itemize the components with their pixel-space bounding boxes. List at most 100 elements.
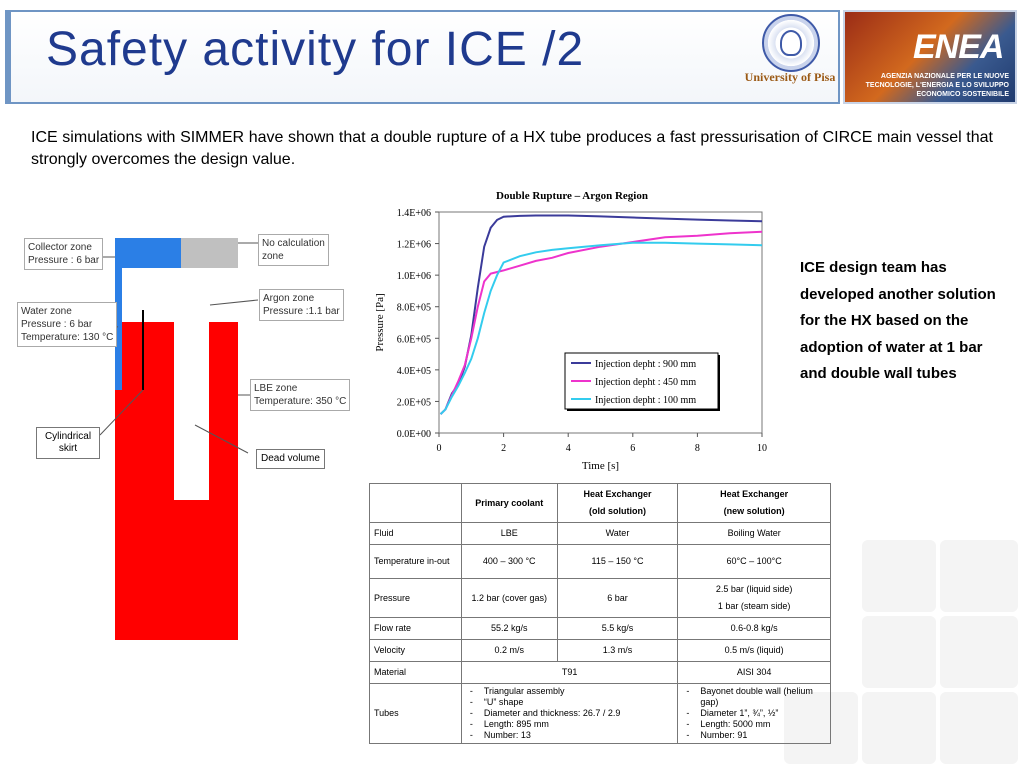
table-cell: 400 – 300 °C [460, 544, 558, 579]
table-cell: Flow rate [369, 617, 462, 640]
table-cell: 1.2 bar (cover gas) [460, 578, 558, 618]
lbe-zone-callout: LBE zone Temperature: 350 °C [250, 379, 351, 411]
collector-zone [115, 238, 181, 268]
table-cell: 5.5 kg/s [556, 617, 679, 640]
list-item: Length: 5000 mm [682, 719, 826, 730]
argon-zone [122, 268, 238, 322]
x-tick-label: 0 [437, 443, 442, 454]
table-header-cell: Heat Exchanger (old solution) [556, 483, 679, 523]
decor-tile [940, 692, 1018, 764]
university-seal-icon [762, 14, 820, 72]
table-row: Material T91 AISI 304 [369, 661, 831, 684]
table-row: Fluid LBE Water Boiling Water [369, 522, 831, 545]
university-label: University of Pisa [744, 70, 836, 84]
table-cell: 55.2 kg/s [460, 617, 558, 640]
list-item: Triangular assembly [466, 686, 673, 697]
list-item: Length: 895 mm [466, 719, 673, 730]
table-cell: LBE [460, 522, 558, 545]
chart-title: Double Rupture – Argon Region [496, 190, 648, 202]
x-tick-label: 10 [757, 443, 767, 454]
series-line-1 [439, 214, 763, 415]
table-cell: Material [369, 661, 462, 684]
header-bar [5, 10, 840, 104]
table-cell: Triangular assembly “U” shape Diameter a… [460, 683, 679, 744]
table-header-row: Primary coolant Heat Exchanger (old solu… [369, 483, 831, 523]
table-cell: 1.3 m/s [556, 639, 679, 662]
list-item: Number: 91 [682, 730, 826, 741]
table-cell: Velocity [369, 639, 462, 662]
table-row: Temperature in-out 400 – 300 °C 115 – 15… [369, 544, 831, 579]
pressure-chart: 0.0E+00 2.0E+05 4.0E+05 6.0E+05 8.0E+05 1.0E+… [374, 208, 767, 472]
y-tick-label: 4.0E+05 [397, 366, 431, 377]
x-tick-label: 4 [566, 443, 571, 454]
table-cell: Boiling Water [677, 522, 831, 545]
chart-series [439, 214, 763, 415]
vessel-diagram [90, 238, 259, 640]
slide-title: Safety activity for ICE /2 [46, 23, 585, 76]
y-tick-label: 2.0E+05 [397, 397, 431, 408]
decor-tile [862, 692, 936, 764]
series-line-2 [439, 230, 763, 415]
table-cell: T91 [460, 661, 679, 684]
enea-logo-panel: ENEA AGENZIA NAZIONALE PER LE NUOVE TECN… [843, 10, 1017, 104]
table-cell: Water [556, 522, 679, 545]
table-cell: 0.2 m/s [460, 639, 558, 662]
series-line-3 [439, 241, 763, 415]
pressure-liquid-side: 2.5 bar (liquid side) [715, 584, 793, 594]
legend-label: Injection depht : 450 mm [595, 377, 696, 388]
y-tick-label: 6.0E+05 [397, 334, 431, 345]
list-item: “U” shape [466, 697, 673, 708]
enea-logo: ENEA [913, 28, 1004, 66]
table-cell: Temperature in-out [369, 544, 462, 579]
no-calc-zone [181, 238, 238, 268]
table-header-cell: Heat Exchanger (new solution) [677, 483, 831, 523]
table-cell: Bayonet double wall (helium gap) Diamete… [677, 683, 831, 744]
tubes-old-list: Triangular assembly “U” shape Diameter a… [466, 686, 673, 741]
list-item: Number: 13 [466, 730, 673, 741]
decor-tile [940, 616, 1018, 688]
dead-volume-label: Dead volume [256, 449, 325, 469]
y-axis-label: Pressure [Pa] [374, 293, 386, 351]
water-zone-lower [115, 322, 122, 390]
list-item: Diameter and thickness: 26.7 / 2.9 [466, 708, 673, 719]
x-tick-label: 2 [501, 443, 506, 454]
table-cell: 0.5 m/s (liquid) [677, 639, 831, 662]
tubes-new-list: Bayonet double wall (helium gap) Diamete… [682, 686, 826, 741]
y-tick-label: 1.4E+06 [397, 208, 431, 219]
x-tick-label: 6 [630, 443, 635, 454]
y-tick-label: 8.0E+05 [397, 303, 431, 314]
intro-paragraph: ICE simulations with SIMMER have shown t… [31, 129, 993, 168]
x-axis-label: Time [s] [582, 460, 619, 472]
table-cell: Pressure [369, 578, 462, 618]
parameters-table: Primary coolant Heat Exchanger (old solu… [369, 483, 831, 744]
table-row: Flow rate 55.2 kg/s 5.5 kg/s 0.6-0.8 kg/… [369, 617, 831, 640]
pressure-steam-side: 1 bar (steam side) [717, 601, 791, 611]
hx-tube [174, 315, 209, 500]
chart-legend: Injection depht : 900 mm Injection depht … [564, 352, 720, 411]
y-tick-label: 1.2E+06 [397, 240, 431, 251]
table-cell: 60°C – 100°C [677, 544, 831, 579]
decor-tile [862, 540, 936, 612]
enea-agency-text: AGENZIA NAZIONALE PER LE NUOVE TECNOLOGI… [865, 73, 1009, 98]
list-item: Diameter 1”, ¾”, ½” [682, 708, 826, 719]
table-row: Tubes Triangular assembly “U” shape Diam… [369, 683, 831, 744]
table-cell: AISI 304 [677, 661, 831, 684]
table-header-cell [369, 483, 462, 523]
legend-label: Injection depht : 900 mm [595, 359, 696, 370]
table-cell: 0.6-0.8 kg/s [677, 617, 831, 640]
table-row: Pressure 1.2 bar (cover gas) 6 bar 2.5 b… [369, 578, 831, 618]
y-tick-label: 1.0E+06 [397, 271, 431, 282]
table-cell: 2.5 bar (liquid side) 1 bar (steam side) [677, 578, 831, 618]
x-tick-label: 8 [695, 443, 700, 454]
decor-tile [940, 540, 1018, 612]
table-cell: Fluid [369, 522, 462, 545]
argon-zone-callout: Argon zone Pressure :1.1 bar [259, 289, 344, 321]
no-calc-zone-callout: No calculation zone [258, 234, 329, 266]
table-cell: Tubes [369, 683, 462, 744]
collector-zone-callout: Collector zone Pressure : 6 bar [24, 238, 104, 270]
table-row: Velocity 0.2 m/s 1.3 m/s 0.5 m/s (liquid… [369, 639, 831, 662]
cylindrical-skirt-label: Cylindrical skirt [36, 427, 100, 459]
table-cell: 115 – 150 °C [556, 544, 679, 579]
table-cell: 6 bar [556, 578, 679, 618]
water-zone-callout: Water zone Pressure : 6 bar Temperature:… [17, 302, 118, 347]
